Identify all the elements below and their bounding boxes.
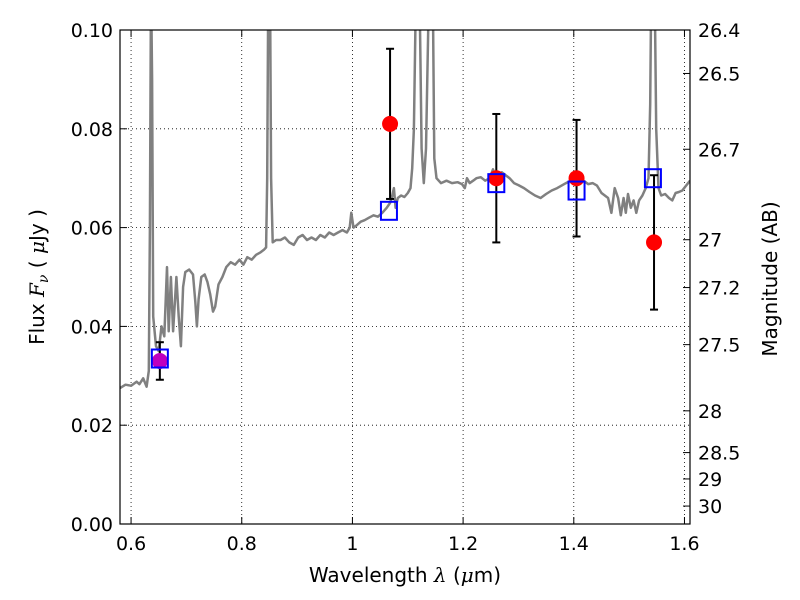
y-tick-label: 0.00 [71, 514, 113, 536]
x-tick-label: 1 [346, 533, 358, 555]
model-flux-box [567, 180, 586, 201]
y-axis-label: Flux Fν ( μJy ) [25, 209, 52, 345]
y-ticks: 0.00 0.02 0.04 0.06 0.08 0.10 [71, 20, 127, 536]
y2-tick-label: 28 [698, 401, 722, 423]
y-tick-label: 0.02 [71, 415, 113, 437]
y2-tick-label: 28.5 [698, 443, 740, 465]
x-ticks: 0.6 0.8 1 1.2 1.4 1.6 [116, 30, 700, 555]
x-tick-label: 1.6 [669, 533, 699, 555]
y-tick-label: 0.06 [71, 218, 113, 240]
x-tick-label: 1.2 [448, 533, 478, 555]
observed-points [151, 115, 663, 369]
observed-point [568, 170, 585, 187]
x-tick-label: 0.8 [227, 533, 257, 555]
y2-axis-label: Magnitude (AB) [758, 201, 782, 356]
observed-point [646, 234, 663, 251]
y-tick-label: 0.08 [71, 119, 113, 141]
y-tick-label: 0.10 [71, 20, 113, 42]
y2-tick-label: 27 [698, 230, 722, 252]
observed-point [488, 170, 505, 187]
model-flux-box [150, 348, 169, 369]
y2-tick-label: 29 [698, 469, 722, 491]
x-tick-label: 0.6 [116, 533, 146, 555]
plot-frame [119, 29, 691, 525]
y2-tick-label: 27.5 [698, 335, 740, 357]
model-flux-box [487, 173, 506, 194]
model-spectrum-line [120, 30, 690, 390]
y-tick-label: 0.04 [71, 316, 113, 338]
y2-ticks: 26.4 26.5 26.7 27 27.2 27.5 28 28.5 29 30 [683, 20, 740, 518]
y2-tick-label: 26.7 [698, 139, 740, 161]
x-axis-label: Wavelength λ (μm) [309, 563, 501, 587]
model-flux-boxes [150, 168, 662, 369]
observed-point [382, 115, 399, 132]
y2-tick-label: 30 [698, 496, 722, 518]
y2-tick-label: 26.4 [698, 20, 740, 42]
y2-tick-label: 27.2 [698, 278, 740, 300]
y2-tick-label: 26.5 [698, 63, 740, 85]
observed-point [151, 352, 168, 369]
model-flux-box [379, 200, 398, 221]
model-flux-box [643, 168, 662, 189]
error-bars [155, 47, 659, 381]
x-tick-label: 1.4 [559, 533, 589, 555]
